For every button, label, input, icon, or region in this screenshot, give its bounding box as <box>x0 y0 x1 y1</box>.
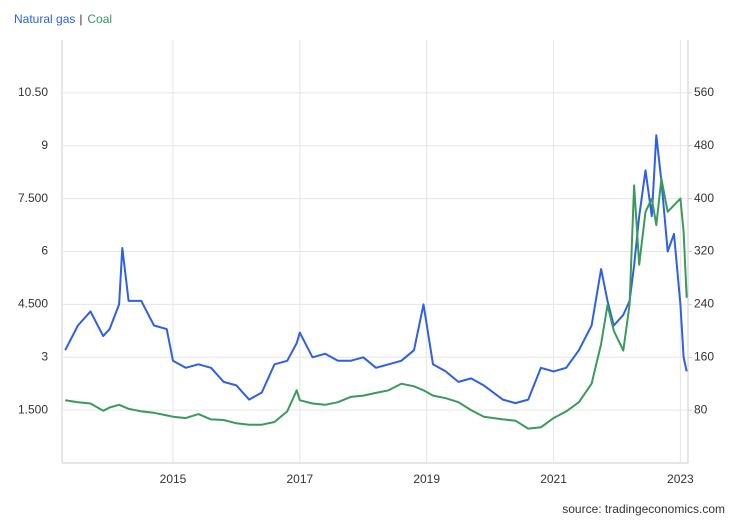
series-line <box>65 177 688 430</box>
legend-entry: Coal <box>87 12 112 26</box>
y-tick-label: 6 <box>41 244 48 258</box>
x-tick-label: 2021 <box>540 472 567 486</box>
x-tick-label: 2019 <box>413 472 440 486</box>
y2-tick-label: 560 <box>694 85 714 99</box>
series-line <box>64 134 688 405</box>
y-tick-label: 10.50 <box>18 85 48 99</box>
y-tick-label: 4.500 <box>18 297 48 311</box>
y-tick-label: 3 <box>41 349 48 363</box>
y2-tick-label: 320 <box>694 244 714 258</box>
y2-tick-label: 400 <box>694 191 714 205</box>
y2-tick-label: 240 <box>694 297 714 311</box>
x-tick-label: 2023 <box>667 472 694 486</box>
y2-tick-label: 80 <box>694 402 708 416</box>
y-tick-label: 7.500 <box>18 191 48 205</box>
legend-separator: | <box>79 12 82 26</box>
x-tick-label: 2015 <box>160 472 187 486</box>
y2-tick-label: 160 <box>694 349 714 363</box>
y-tick-label: 9 <box>41 138 48 152</box>
x-tick-label: 2017 <box>286 472 313 486</box>
legend-entry: Natural gas <box>14 12 75 26</box>
y-tick-label: 1.500 <box>18 402 48 416</box>
source: source: tradingeconomics.com <box>562 502 725 516</box>
y2-tick-label: 480 <box>694 138 714 152</box>
